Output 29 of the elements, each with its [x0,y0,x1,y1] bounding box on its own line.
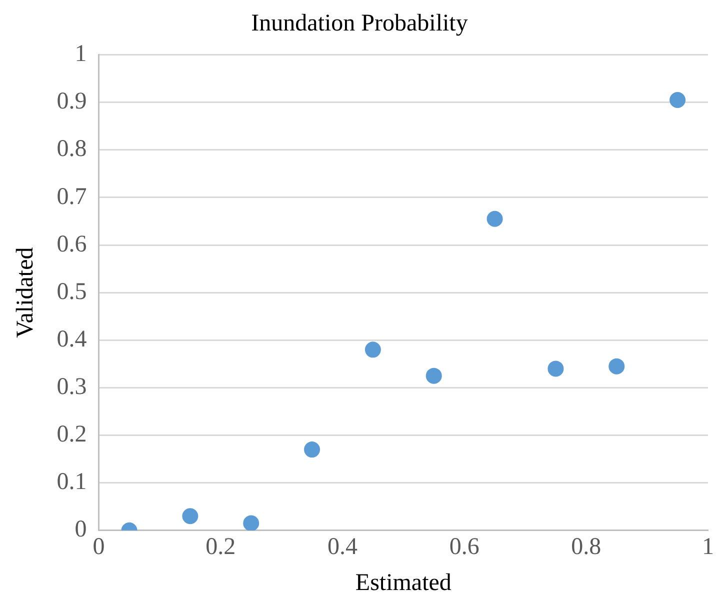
y-tick-label: 0.3 [56,374,87,400]
y-tick-label: 0.7 [56,184,87,210]
y-tick-label: 0.8 [56,136,87,162]
point [182,508,198,524]
y-tick-label: 0.6 [56,231,87,258]
x-tick-label: 0.4 [327,534,358,560]
x-tick-label: 1 [702,534,714,560]
point [364,342,381,358]
point [243,515,260,530]
y-tick-label: 0 [74,516,87,543]
x-axis-title: Estimated [355,570,452,596]
x-tick-label: 0.6 [449,534,480,560]
chart-title: Inundation Probability [251,10,468,37]
point [670,92,686,108]
point [608,358,625,374]
y-tick-label: 1 [74,41,87,68]
x-tick-label: 0 [92,534,105,560]
point [304,442,320,458]
y-axis-title: Validated [12,247,39,338]
y-tick-label: 0.9 [56,88,87,115]
point [426,368,442,384]
y-tick-label: 0.4 [56,326,87,352]
y-tick-label: 0.1 [56,469,87,496]
x-tick-label: 0.8 [571,534,602,560]
point [486,210,503,227]
y-tick-label: 0.2 [56,422,87,448]
point [548,360,564,377]
y-tick-label: 0.5 [56,278,87,305]
x-tick-label: 0.2 [206,534,236,560]
